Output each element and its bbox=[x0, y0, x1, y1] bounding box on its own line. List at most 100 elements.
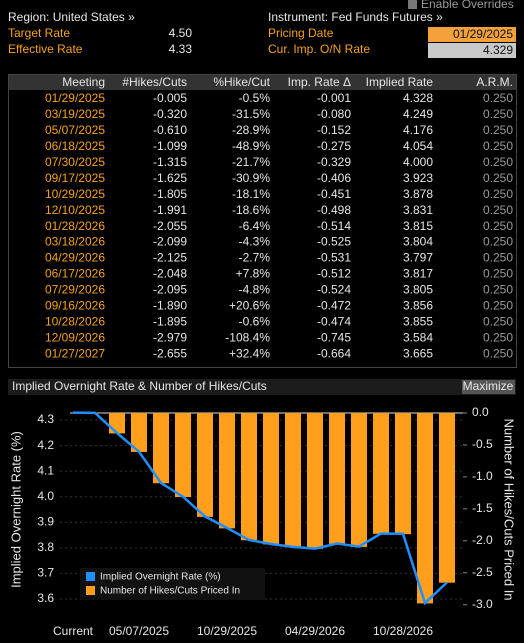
tick-label: -3.0 bbox=[472, 597, 493, 611]
x-tick-label: 10/29/2025 bbox=[197, 624, 257, 638]
cell: -0.514 bbox=[317, 219, 351, 233]
tick-label: -2.0 bbox=[472, 533, 493, 547]
y-axis-label: Implied Overnight Rate (%) bbox=[8, 431, 23, 588]
cell: -2.7% bbox=[239, 251, 271, 265]
bar bbox=[175, 412, 191, 498]
checkbox[interactable] bbox=[408, 0, 417, 9]
cell: +7.8% bbox=[236, 267, 271, 281]
field-label: Cur. Imp. O/N Rate bbox=[268, 42, 370, 56]
cell: -0.474 bbox=[317, 314, 351, 328]
tick-label: 3.8 bbox=[37, 540, 54, 554]
cell: -2.655 bbox=[153, 346, 187, 360]
bar bbox=[417, 412, 433, 604]
cell: -2.095 bbox=[153, 283, 187, 297]
tick-label: 4.2 bbox=[37, 438, 54, 452]
tick-label: 4.3 bbox=[37, 412, 54, 426]
cell: -4.8% bbox=[239, 283, 271, 297]
tick-label: 3.7 bbox=[37, 566, 54, 580]
cell: 0.250 bbox=[483, 314, 513, 328]
cell: 0.250 bbox=[483, 267, 513, 281]
cell: 0.250 bbox=[483, 330, 513, 344]
rate-box bbox=[428, 43, 516, 58]
legend-swatch bbox=[86, 572, 95, 581]
enable-overrides[interactable]: Enable Overrides bbox=[421, 0, 514, 11]
cell: 0.250 bbox=[483, 187, 513, 201]
cell: 3.817 bbox=[403, 267, 433, 281]
tick-label: 4.1 bbox=[37, 463, 54, 477]
bar bbox=[307, 412, 323, 549]
table-header-bg bbox=[9, 75, 516, 90]
cell: -0.451 bbox=[317, 187, 351, 201]
cell: -0.6% bbox=[239, 314, 271, 328]
bar bbox=[153, 412, 169, 484]
meeting-date: 12/10/2025 bbox=[45, 203, 105, 217]
bar bbox=[329, 412, 345, 544]
date-input[interactable] bbox=[428, 27, 516, 42]
cell: 3.797 bbox=[403, 251, 433, 265]
cell: -21.7% bbox=[232, 155, 270, 169]
instrument[interactable]: Instrument: Fed Funds Futures » bbox=[268, 10, 443, 24]
cell: 0.250 bbox=[483, 171, 513, 185]
cell: +32.4% bbox=[229, 346, 270, 360]
legend-label: Number of Hikes/Cuts Priced In bbox=[100, 586, 240, 597]
cell: -0.406 bbox=[317, 171, 351, 185]
cell: -0.005 bbox=[153, 91, 187, 105]
cell: -0.080 bbox=[317, 107, 351, 121]
tick-label: -1.0 bbox=[472, 469, 493, 483]
cell: -0.745 bbox=[317, 330, 351, 344]
tick-label: 4.0 bbox=[37, 489, 54, 503]
meeting-date: 07/29/2026 bbox=[45, 283, 105, 297]
cell: -0.320 bbox=[153, 107, 187, 121]
cell: -0.531 bbox=[317, 251, 351, 265]
field-label: Target Rate bbox=[8, 26, 70, 40]
meeting-date: 12/09/2026 bbox=[45, 330, 105, 344]
meeting-date: 10/28/2026 bbox=[45, 314, 105, 328]
cell: -0.512 bbox=[317, 267, 351, 281]
meeting-date: 06/18/2025 bbox=[45, 139, 105, 153]
legend-label: Implied Overnight Rate (%) bbox=[100, 572, 221, 583]
cell: -0.152 bbox=[317, 123, 351, 137]
cell: 3.665 bbox=[403, 346, 433, 360]
maximize-button[interactable] bbox=[462, 380, 515, 394]
column-header: Meeting bbox=[62, 75, 105, 89]
line bbox=[72, 411, 448, 606]
bar bbox=[285, 412, 301, 548]
meeting-date: 01/27/2027 bbox=[45, 346, 105, 360]
cell: 0.250 bbox=[483, 219, 513, 233]
bar bbox=[241, 412, 257, 541]
column-header: A.R.M. bbox=[476, 75, 513, 89]
maximize-label[interactable]: Maximize bbox=[463, 379, 514, 393]
field-label: Effective Rate bbox=[8, 42, 83, 56]
cell: -31.5% bbox=[232, 107, 270, 121]
chart-title: Implied Overnight Rate & Number of Hikes… bbox=[12, 379, 267, 393]
bar bbox=[197, 412, 213, 517]
cell: -0.664 bbox=[317, 346, 351, 360]
cell: 4.054 bbox=[403, 139, 433, 153]
cell: 4.249 bbox=[403, 107, 433, 121]
meeting-date: 09/16/2026 bbox=[45, 299, 105, 313]
x-tick-label: 05/07/2025 bbox=[109, 624, 169, 638]
region[interactable]: Region: United States » bbox=[8, 10, 135, 24]
cell: 3.923 bbox=[403, 171, 433, 185]
cell: -2.979 bbox=[153, 330, 187, 344]
cell: 0.250 bbox=[483, 346, 513, 360]
cell: 3.584 bbox=[403, 330, 433, 344]
cell: -1.805 bbox=[153, 187, 187, 201]
bar bbox=[395, 412, 411, 535]
cell: 3.815 bbox=[403, 219, 433, 233]
cell: -1.099 bbox=[153, 139, 187, 153]
cell: -0.525 bbox=[317, 235, 351, 249]
cell: -1.625 bbox=[153, 171, 187, 185]
cell: -18.1% bbox=[232, 187, 270, 201]
table-border bbox=[8, 74, 517, 368]
bar bbox=[439, 412, 455, 583]
cell: 3.831 bbox=[403, 203, 433, 217]
chart-title-bar bbox=[8, 379, 516, 395]
x-tick-label: 10/28/2026 bbox=[373, 624, 433, 638]
meeting-date: 09/17/2025 bbox=[45, 171, 105, 185]
cell: -1.991 bbox=[153, 203, 187, 217]
field-value[interactable]: 01/29/2025 bbox=[453, 27, 513, 41]
bar bbox=[351, 412, 367, 547]
